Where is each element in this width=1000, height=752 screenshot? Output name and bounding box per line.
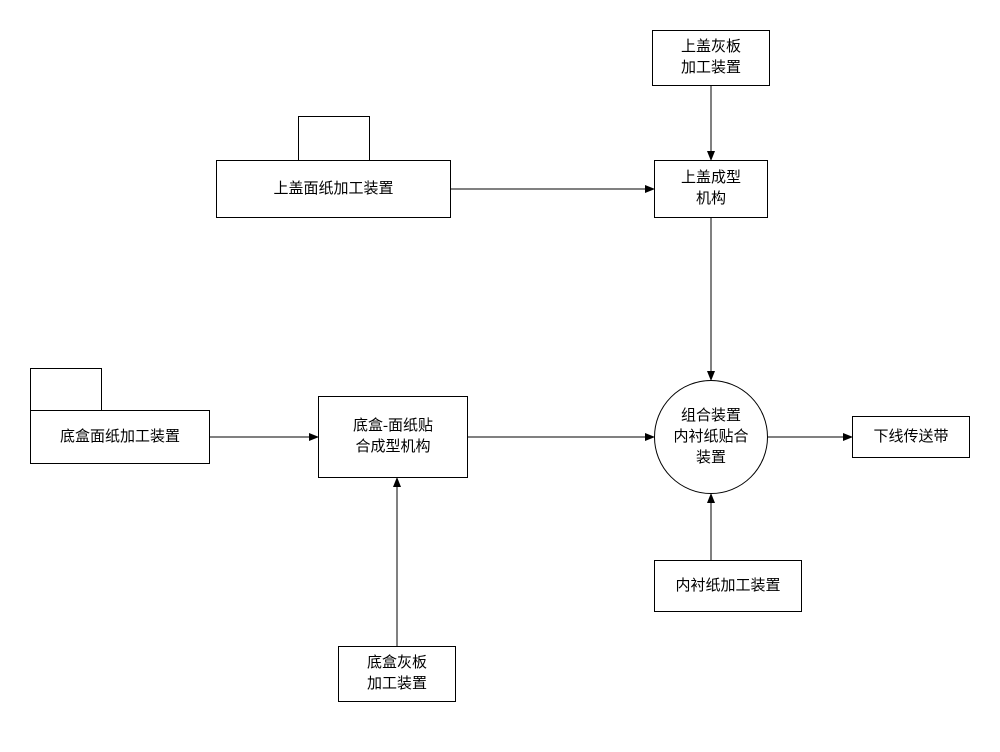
node-output-conveyor: 下线传送带 bbox=[852, 416, 970, 458]
label: 底盒-面纸贴合成型机构 bbox=[353, 416, 433, 458]
label: 上盖灰板加工装置 bbox=[681, 37, 741, 79]
node-bottom-forming: 底盒-面纸贴合成型机构 bbox=[318, 396, 468, 478]
label: 上盖成型机构 bbox=[681, 168, 741, 210]
node-top-cover-board: 上盖灰板加工装置 bbox=[652, 30, 770, 86]
label: 下线传送带 bbox=[873, 427, 948, 448]
label: 组合装置内衬纸贴合装置 bbox=[673, 406, 748, 469]
label: 内衬纸加工装置 bbox=[675, 576, 780, 597]
node-bottom-board: 底盒灰板加工装置 bbox=[338, 646, 456, 702]
node-top-cover-paper: 上盖面纸加工装置 bbox=[216, 160, 451, 218]
node-assembly: 组合装置内衬纸贴合装置 bbox=[654, 380, 768, 494]
node-bottom-paper-tab bbox=[30, 368, 102, 410]
label: 底盒灰板加工装置 bbox=[367, 653, 427, 695]
label: 底盒面纸加工装置 bbox=[60, 427, 180, 448]
node-bottom-paper: 底盒面纸加工装置 bbox=[30, 410, 210, 464]
node-top-cover-forming: 上盖成型机构 bbox=[654, 160, 768, 218]
node-liner-paper: 内衬纸加工装置 bbox=[654, 560, 802, 612]
edges-layer bbox=[0, 0, 1000, 752]
label: 上盖面纸加工装置 bbox=[273, 179, 393, 200]
node-top-cover-paper-tab bbox=[298, 116, 370, 160]
